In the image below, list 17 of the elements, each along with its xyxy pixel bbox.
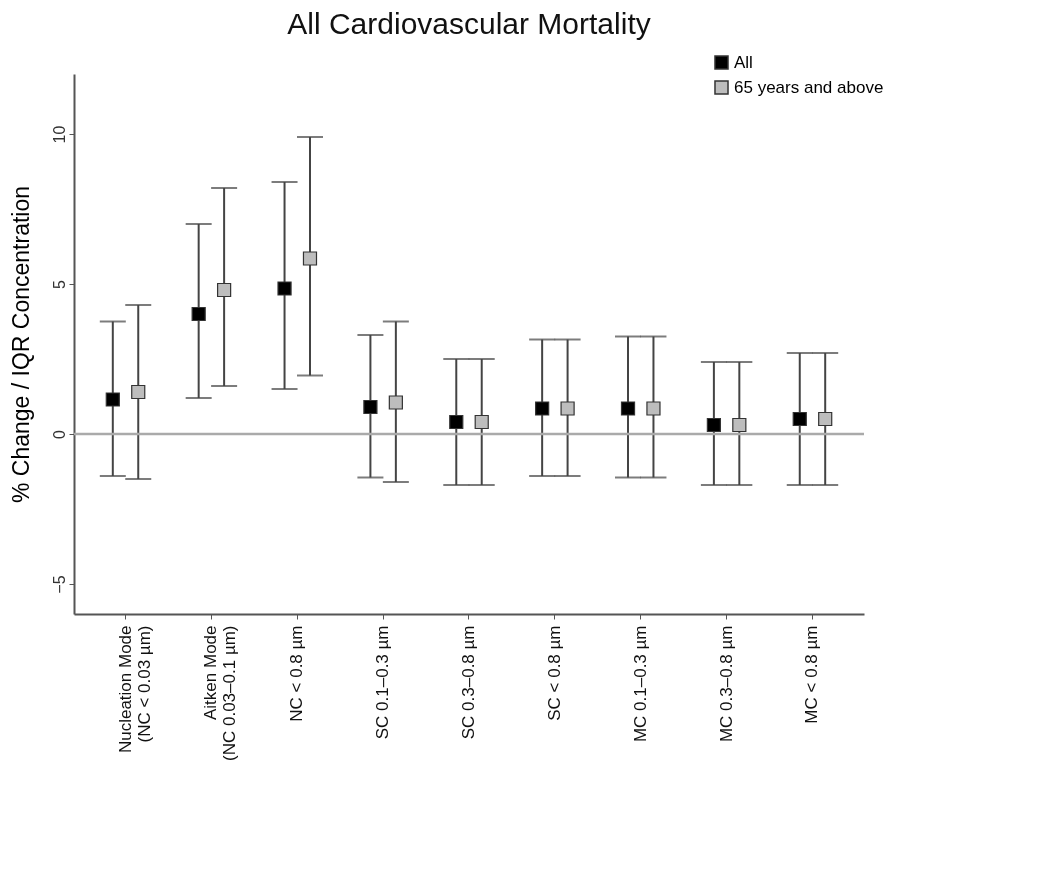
x-tick-label: MC < 0.8 µm bbox=[802, 625, 822, 724]
x-tick-label: SC < 0.8 µm bbox=[544, 625, 564, 721]
legend-label: 65 years and above bbox=[734, 77, 884, 97]
legend-label: All bbox=[734, 52, 753, 72]
y-axis-title: % Change / IQR Concentration bbox=[7, 185, 34, 504]
x-tick-label: NC < 0.8 µm bbox=[287, 625, 307, 722]
chart-title: All Cardiovascular Mortality bbox=[287, 7, 651, 40]
x-tick-label: Aitken Mode (NC 0.03–0.1 µm) bbox=[201, 625, 240, 761]
x-tick-label: MC 0.1–0.3 µm bbox=[630, 625, 650, 743]
x-tick-label: SC 0.1–0.3 µm bbox=[373, 625, 393, 740]
x-tick-label: SC 0.3–0.8 µm bbox=[459, 625, 478, 740]
y-tick-label: 10 bbox=[50, 125, 68, 144]
y-tick-label: −5 bbox=[50, 575, 68, 594]
x-tick-label: MC 0.3–0.8 µm bbox=[716, 625, 736, 743]
x-tick-label: Nucleation Mode (NC < 0.03 µm) bbox=[115, 625, 154, 754]
y-tick-label: 0 bbox=[50, 429, 68, 439]
y-tick-label: 5 bbox=[50, 279, 68, 289]
